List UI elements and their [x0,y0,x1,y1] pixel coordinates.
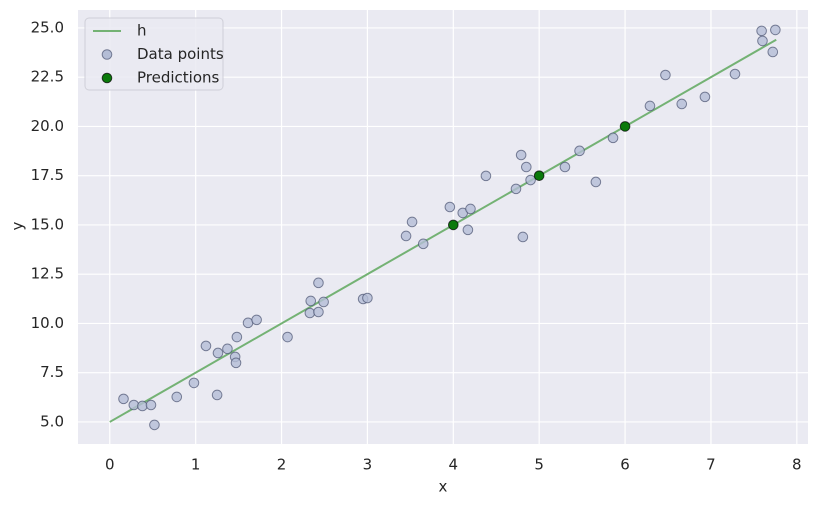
point [417,238,429,250]
point [510,183,522,195]
point [770,24,781,36]
point [231,331,243,343]
point [362,292,373,304]
point [525,174,536,186]
legend-label: Data points [137,45,224,63]
point [251,314,262,326]
x-axis-label: x [439,478,448,496]
point [607,132,619,144]
line [109,38,777,423]
y-tick-label: 7.5 [40,363,64,381]
point [406,216,418,228]
point [533,170,545,181]
point [145,399,157,411]
point [729,68,741,80]
point [559,161,571,173]
legend-box [84,17,224,91]
point [462,224,474,236]
point [400,230,412,242]
legend-marker [101,49,113,60]
point [619,121,631,132]
x-tick-label: 7 [706,456,716,474]
point [767,46,779,58]
point [465,203,476,215]
x-tick-label: 5 [534,456,544,474]
x-tick-label: 0 [105,456,115,474]
point [313,277,324,289]
x-tick-label: 1 [191,456,201,474]
legend-label: Predictions [137,69,220,87]
y-tick-label: 15.0 [31,215,64,233]
point [313,306,324,318]
point [149,419,160,431]
legend-marker [101,72,113,84]
y-tick-label: 20.0 [31,117,64,135]
point [318,296,329,308]
y-tick-label: 10.0 [31,314,64,332]
point [118,393,129,405]
point [590,176,602,188]
x-tick-label: 4 [449,456,459,474]
point [517,231,529,243]
point [676,98,688,110]
point [448,219,459,231]
y-axis-label: y [9,221,27,230]
x-tick-label: 2 [277,456,287,474]
x-tick-label: 3 [363,456,373,474]
point [304,307,316,319]
y-tick-label: 5.0 [40,412,64,430]
point [444,201,456,213]
point [137,400,148,412]
x-tick-label: 8 [792,456,802,474]
point [222,343,233,355]
point [515,149,527,161]
y-tick-label: 22.5 [31,68,64,86]
point [574,145,585,157]
point [480,170,492,182]
point [282,331,293,343]
point [521,161,532,173]
point [756,25,767,37]
y-tick-label: 12.5 [31,265,64,283]
y-tick-label: 17.5 [31,166,64,184]
point [171,391,183,403]
point [211,389,223,401]
legend-label: h [137,22,147,40]
point [200,340,212,352]
point [188,377,200,389]
point [699,91,711,103]
point [305,295,317,307]
point [212,347,224,359]
y-tick-label: 25.0 [31,18,64,36]
point [644,100,656,112]
point [757,35,768,47]
point [660,69,671,81]
x-tick-label: 6 [620,456,630,474]
point [128,399,140,411]
point [230,357,242,369]
